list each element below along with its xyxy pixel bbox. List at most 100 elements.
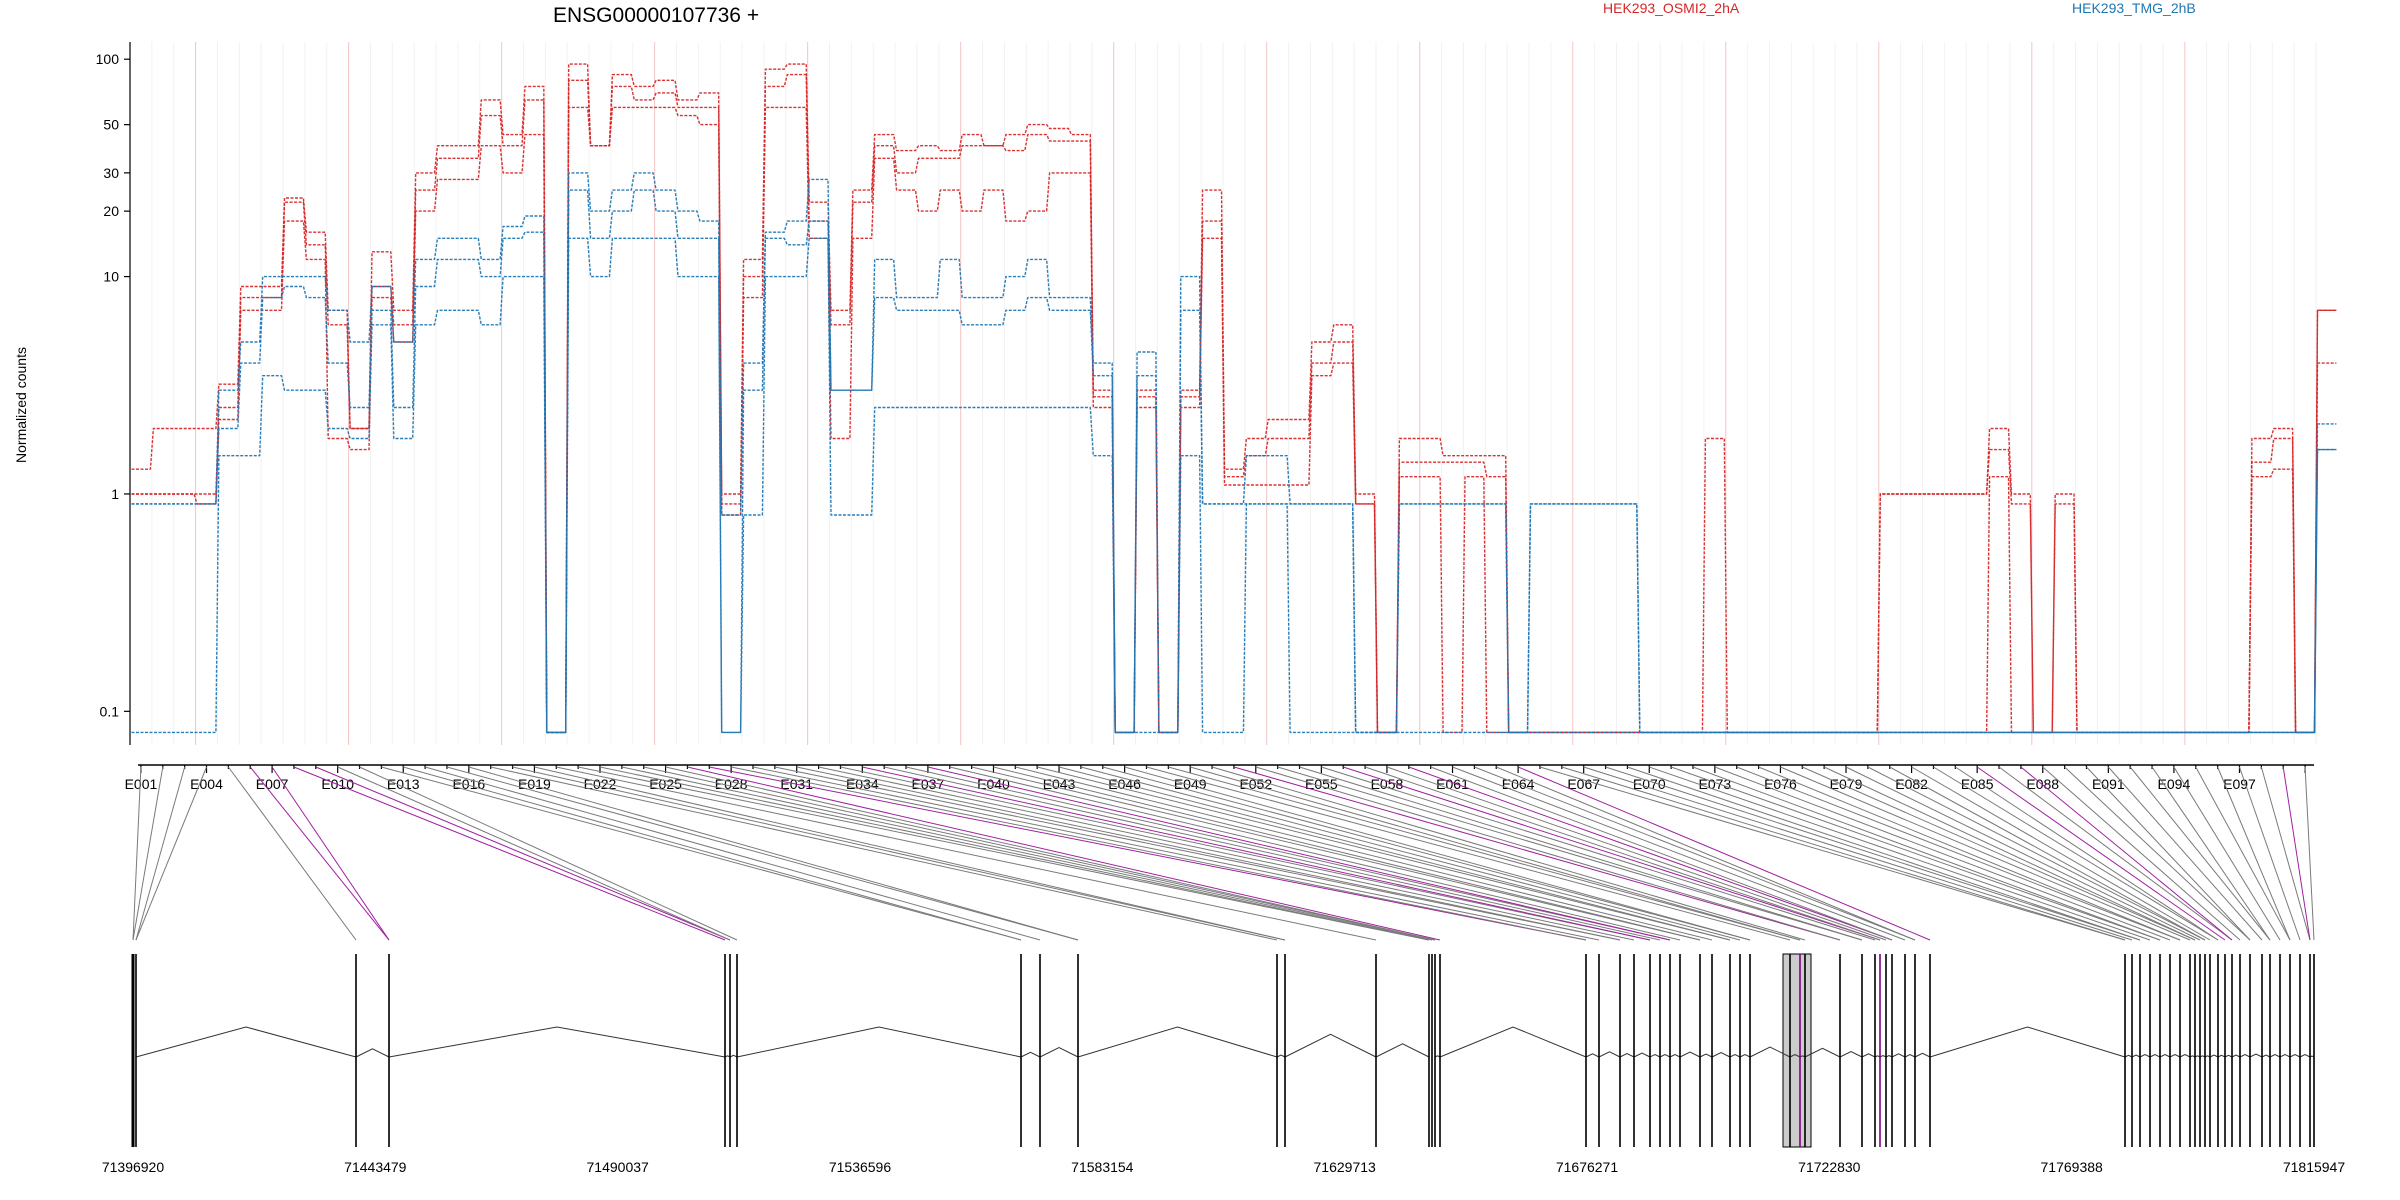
- exon-connector: [2020, 766, 2233, 941]
- exon-block: [2199, 954, 2201, 1147]
- y-tick-label: 100: [96, 51, 120, 67]
- exon-block: [1375, 954, 1377, 1147]
- exon-block: [1039, 954, 1041, 1147]
- exon-tick-label: E016: [452, 776, 485, 792]
- exon-block: [2299, 954, 2301, 1147]
- exon-connector: [2173, 766, 2281, 941]
- exon-connector: [1080, 766, 1741, 941]
- exon-tick-label: E091: [2092, 776, 2125, 792]
- exon-connector: [227, 766, 357, 941]
- exon-connector: [709, 766, 1587, 941]
- exon-connector: [337, 766, 731, 941]
- exon-block: [724, 954, 726, 1147]
- genomic-coordinate-label: 71769388: [2041, 1159, 2104, 1175]
- genomic-coordinate-label: 71583154: [1071, 1159, 1134, 1175]
- exon-connector: [774, 766, 1621, 941]
- exon-block: [2249, 954, 2251, 1147]
- exon-connector: [2282, 766, 2311, 941]
- y-tick-label: 20: [103, 203, 119, 219]
- exon-connector: [862, 766, 1651, 941]
- exon-connector: [1823, 766, 2196, 941]
- exon-connector: [135, 766, 207, 941]
- gene-model: [131, 953, 2315, 1148]
- exon-connector: [446, 766, 1079, 941]
- exon-block: [1929, 954, 1931, 1147]
- exon-block: [1276, 954, 1278, 1147]
- exon-block: [1799, 954, 1801, 1147]
- exon-connector: [534, 766, 1286, 941]
- exon-connector: [1976, 766, 2226, 941]
- exon-connector: [135, 766, 186, 941]
- y-axis: 0.1 1 10 20 30 50 100: [96, 42, 131, 745]
- highlighted-exon-box: [1782, 953, 1812, 1148]
- exon-tick-label: E082: [1895, 776, 1928, 792]
- genomic-coordinate-label: 71396920: [102, 1159, 165, 1175]
- exon-block: [2179, 954, 2181, 1147]
- exon-connector: [1539, 766, 2126, 941]
- exon-connector: [1233, 766, 1841, 941]
- exon-block: [1619, 954, 1621, 1147]
- exon-connector: [971, 766, 1701, 941]
- exon-connector: [1780, 766, 2191, 941]
- exon-connector: [818, 766, 1635, 941]
- exon-connector: [1496, 766, 1916, 941]
- exon-connector: [1255, 766, 1841, 941]
- exon-block: [2204, 954, 2206, 1147]
- exon-block: [2131, 954, 2133, 1147]
- y-tick-label: 0.1: [100, 703, 120, 719]
- exon-connector: [884, 766, 1661, 941]
- genomic-coordinate-label: 71722830: [1798, 1159, 1861, 1175]
- exon-connector: [643, 766, 1436, 941]
- exon-tick-label: E067: [1567, 776, 1600, 792]
- exon-tick-label: E070: [1633, 776, 1666, 792]
- exon-connector: [1670, 766, 2161, 941]
- exon-connector: [665, 766, 1436, 941]
- exon-block: [2149, 954, 2151, 1147]
- exon-connector: [2239, 766, 2301, 941]
- exon-connector: [1168, 766, 1801, 941]
- exon-block: [1804, 954, 1806, 1147]
- exon-block: [2217, 954, 2219, 1147]
- exon-block: [2194, 954, 2196, 1147]
- exon-connector: [512, 766, 1286, 941]
- y-axis-label: Normalized counts: [13, 347, 29, 463]
- exon-connector: [1058, 766, 1731, 941]
- exon-connector: [1124, 766, 1751, 941]
- exon-connector: [1802, 766, 2196, 941]
- legend-label-osmi2: HEK293_OSMI2_2hA: [1603, 0, 1740, 16]
- exon-block: [1020, 954, 1022, 1147]
- exon-block: [2209, 954, 2211, 1147]
- exon-connector: [1386, 766, 1887, 941]
- series-line-hek293-osmi2-2ha-2: [131, 73, 2337, 734]
- exon-connector: [1955, 766, 2219, 941]
- exon-block: [1789, 954, 1791, 1147]
- exon-gene-links: [132, 766, 2315, 941]
- exon-block: [1428, 954, 1430, 1147]
- exon-connector: [1321, 766, 1876, 941]
- exon-block: [1284, 954, 1286, 1147]
- genomic-coordinate-label: 71629713: [1314, 1159, 1377, 1175]
- exon-block: [2124, 954, 2126, 1147]
- exon-connector: [2260, 766, 2311, 941]
- exon-tick-label: E001: [125, 776, 158, 792]
- exon-block: [355, 954, 357, 1147]
- exon-block: [135, 954, 137, 1147]
- exon-connector: [1343, 766, 1881, 941]
- exon-connector: [1299, 766, 1863, 941]
- exon-tick-label: E004: [190, 776, 223, 792]
- exon-connector: [1146, 766, 1791, 941]
- exon-block: [1839, 954, 1841, 1147]
- exon-block: [1699, 954, 1701, 1147]
- exon-block: [2159, 954, 2161, 1147]
- exon-block: [1077, 954, 1079, 1147]
- exon-connector: [359, 766, 738, 941]
- exon-connector: [2304, 766, 2315, 941]
- exon-block: [736, 954, 738, 1147]
- exon-connector: [2064, 766, 2251, 941]
- exon-connector: [1911, 766, 2211, 941]
- exon-connector: [1649, 766, 2151, 941]
- exon-block: [1891, 954, 1893, 1147]
- exon-block: [2139, 954, 2141, 1147]
- exon-block: [1633, 954, 1635, 1147]
- exon-tick-label: E052: [1239, 776, 1272, 792]
